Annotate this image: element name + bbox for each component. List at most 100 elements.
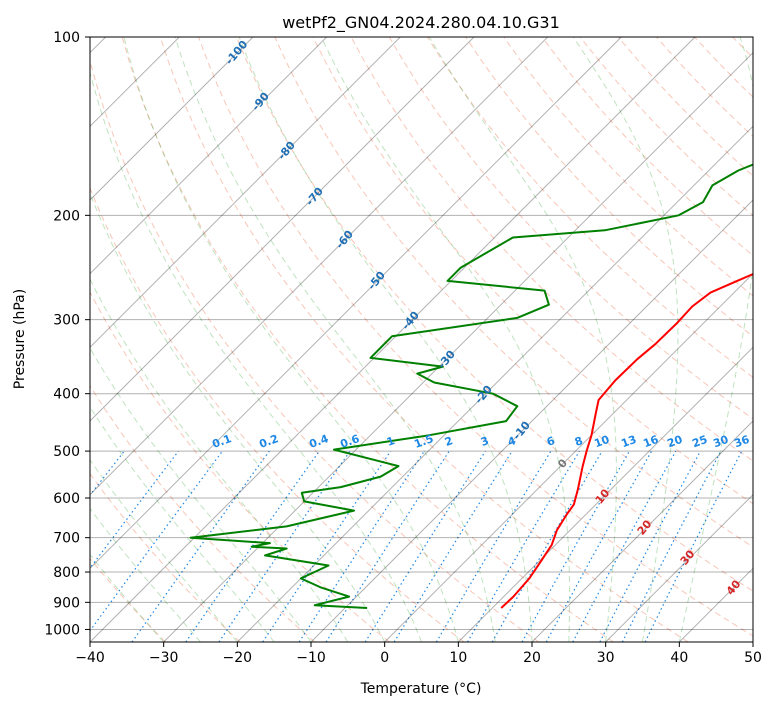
grid-lines: [90, 37, 753, 642]
dry-adiabat: [236, 37, 753, 592]
dry-adiabat: [90, 59, 540, 642]
chart-title: wetPf2_GN04.2024.280.04.10.G31: [282, 13, 560, 33]
y-tick-label: 200: [53, 208, 80, 224]
dry-adiabat: [350, 37, 753, 462]
mixing-ratio-label: 0.1: [210, 432, 233, 451]
y-tick-label: 500: [53, 444, 80, 460]
x-tick-label: 40: [670, 650, 688, 666]
x-tick-label: −30: [149, 650, 179, 666]
moist-adiabat: [428, 37, 617, 642]
x-axis-title: Temperature (°C): [360, 681, 482, 697]
y-axis-ticks: 100 200 300 400 500 600 700 800 900 1000: [44, 30, 90, 638]
mixing-ratio-line: [298, 450, 425, 642]
isotherm: [605, 493, 753, 642]
moist-adiabat: [123, 37, 459, 642]
x-tick-label: −20: [223, 650, 253, 666]
y-axis-title: Pressure (hPa): [12, 289, 28, 389]
mixing-ratio-label: 25: [690, 433, 709, 450]
plot-frame: [89, 36, 754, 643]
mixing-ratio-label: 10: [592, 433, 611, 451]
mixing-ratio-label: 36: [732, 433, 751, 451]
x-tick-label: 50: [744, 650, 762, 666]
dewpoint-profile-line: [189, 163, 753, 609]
x-tick-label: 30: [597, 650, 615, 666]
y-tick-label: 600: [53, 491, 80, 507]
mixing-ratio-label: 0.6: [338, 432, 361, 451]
moist-adiabat: [90, 70, 422, 642]
mixing-ratio-label: 2: [443, 434, 455, 449]
y-tick-label: 700: [53, 531, 80, 547]
dry-adiabat: [426, 37, 753, 378]
y-tick-label: 1000: [44, 622, 80, 638]
y-tick-label: 900: [53, 595, 80, 611]
moist-adiabat: [90, 347, 312, 642]
isotherm: [90, 37, 696, 642]
dry-adiabat: [159, 37, 689, 642]
x-tick-label: −10: [296, 650, 326, 666]
dry-adiabat: [312, 37, 753, 505]
dry-adiabat: [274, 37, 753, 548]
moist-adiabat: [90, 406, 275, 642]
moist-adiabat: [90, 278, 349, 642]
mixing-ratio-label: 30: [711, 433, 730, 451]
isotherm: [90, 37, 475, 422]
moist-adiabat: [90, 553, 165, 642]
mixing-ratio-line: [325, 450, 450, 642]
dry-adiabat: [388, 37, 753, 420]
dry-adiabat: [90, 186, 465, 642]
moist-adiabat: [572, 37, 679, 642]
isotherm: [163, 51, 753, 642]
dry-adiabat: [121, 37, 614, 642]
moist-adiabat: [678, 37, 753, 642]
mixing-ratio-line: [393, 450, 513, 642]
isotherm: [384, 272, 753, 642]
y-tick-label: 400: [53, 387, 80, 403]
x-axis-ticks: −40 −30 −20 −10 0 10 20 30 40 50: [75, 642, 762, 666]
mixing-ratio-line: [185, 450, 320, 642]
isotherm: [90, 37, 549, 496]
dry-adiabat: [198, 37, 753, 637]
mixing-ratio-label: 1.5: [412, 432, 435, 451]
isotherm: [531, 420, 753, 642]
mixing-ratio-label: 20: [665, 433, 684, 451]
y-tick-label: 300: [53, 313, 80, 329]
mixing-ratio-label: 13: [619, 433, 638, 450]
x-tick-label: 20: [523, 650, 541, 666]
mixing-ratio-line: [262, 450, 392, 642]
isotherm: [236, 125, 753, 642]
mixing-ratio-label: 0.4: [307, 432, 330, 451]
moist-adiabat: [90, 507, 201, 642]
mixing-ratio-line: [90, 450, 179, 570]
isotherm: [310, 199, 753, 642]
dry-adiabat: [90, 472, 241, 642]
moist-adiabat: [238, 37, 533, 642]
isotherm: [90, 37, 622, 570]
mixing-ratio-line: [218, 450, 351, 642]
moist-adiabat: [320, 37, 571, 642]
profile-series: [189, 163, 753, 609]
mixing-ratio-line: [466, 450, 580, 642]
moist-adiabat: [90, 459, 238, 642]
mixing-ratio-label: 3: [479, 434, 491, 449]
dry-adiabat: [90, 384, 316, 642]
mixing-ratio-label: 8: [573, 434, 585, 449]
mixing-ratio-line: [599, 450, 702, 642]
moist-adiabat: [174, 37, 496, 642]
temperature-profile-line: [500, 272, 753, 609]
isotherm: [457, 346, 753, 642]
mixing-ratio-label: 6: [545, 434, 557, 449]
isotherm: [90, 37, 401, 349]
mixing-ratio-line: [364, 450, 486, 642]
isotherm: [90, 37, 328, 275]
isotherm: [90, 37, 254, 201]
background-lines: [90, 37, 753, 642]
x-tick-label: −40: [75, 650, 105, 666]
mixing-ratio-line: [435, 450, 552, 642]
mixing-ratio-line: [572, 450, 677, 642]
moist-adiabat: [90, 192, 386, 642]
dry-adiabat: [465, 37, 753, 338]
x-tick-label: 0: [380, 650, 389, 666]
x-tick-label: 10: [449, 650, 467, 666]
mixing-ratio-label: 1: [385, 434, 397, 449]
